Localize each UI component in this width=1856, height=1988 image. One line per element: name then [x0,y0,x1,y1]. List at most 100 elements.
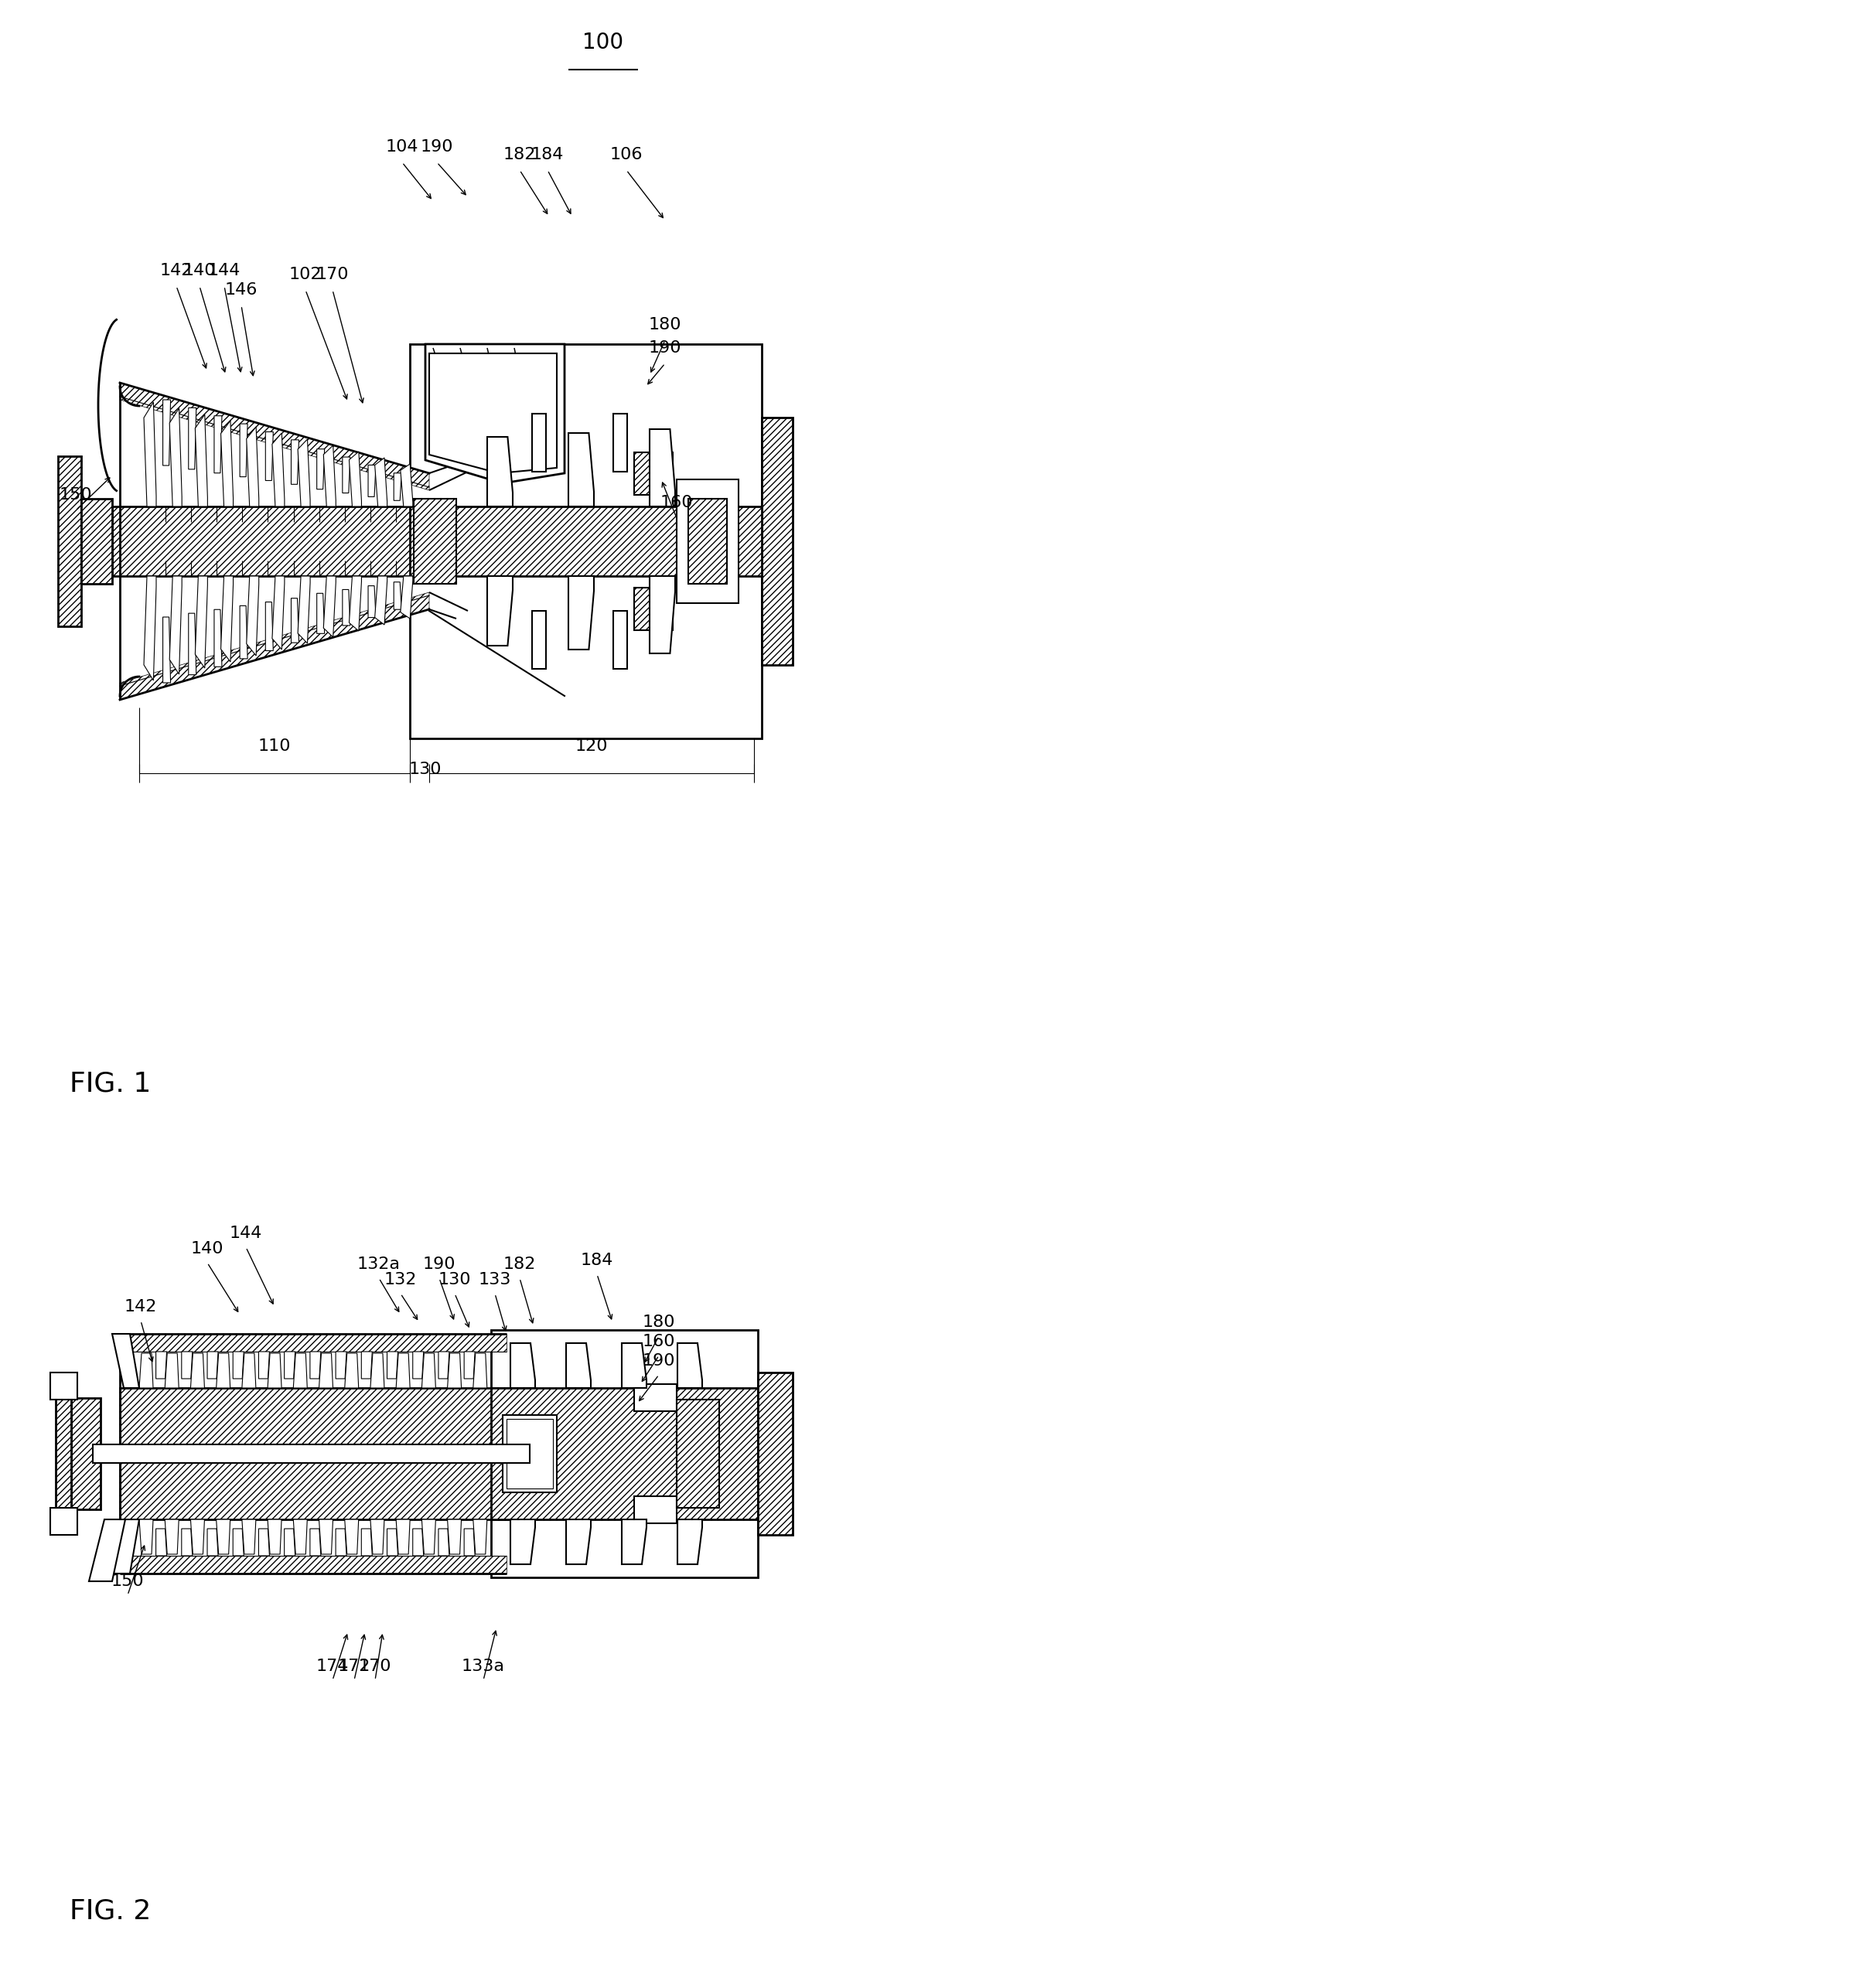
Polygon shape [395,1519,410,1555]
Text: 144: 144 [208,262,241,278]
Polygon shape [213,415,223,473]
Polygon shape [622,1519,646,1565]
Polygon shape [111,1519,139,1574]
Polygon shape [375,457,388,507]
Polygon shape [317,449,325,489]
Text: FIG. 2: FIG. 2 [71,1899,150,1924]
Polygon shape [241,1519,256,1555]
Text: 180: 180 [642,1314,676,1330]
Bar [507,1419,553,1489]
Polygon shape [213,610,223,666]
Bar [56,1380,71,1527]
Polygon shape [217,1519,230,1555]
Polygon shape [163,616,171,682]
Polygon shape [145,402,156,507]
Polygon shape [323,577,336,636]
Text: 102: 102 [290,266,321,282]
Polygon shape [349,577,362,630]
Bar [503,1415,557,1493]
Polygon shape [165,1519,178,1555]
Polygon shape [622,1344,646,1388]
Text: 133: 133 [479,1272,510,1288]
Polygon shape [169,577,182,674]
Polygon shape [221,421,234,507]
Polygon shape [121,384,429,491]
Bar [689,499,728,584]
Polygon shape [421,1519,436,1555]
Polygon shape [533,414,546,471]
Text: 100: 100 [583,32,624,54]
Text: 132a: 132a [358,1256,401,1272]
Polygon shape [345,1354,358,1388]
Polygon shape [323,445,336,507]
Polygon shape [464,1529,475,1557]
Bar [121,1388,510,1519]
Polygon shape [566,1519,590,1565]
Text: 130: 130 [438,1272,471,1288]
Text: 132: 132 [384,1272,418,1288]
Polygon shape [189,408,197,469]
Text: 140: 140 [184,262,215,278]
Polygon shape [429,354,557,473]
Bar [111,507,432,577]
Text: 104: 104 [386,139,419,155]
Polygon shape [195,577,208,668]
Polygon shape [217,1354,230,1388]
Bar [635,453,672,495]
Polygon shape [568,577,594,650]
Text: 174: 174 [316,1658,349,1674]
Bar [635,1384,677,1411]
Polygon shape [362,1352,373,1380]
Polygon shape [349,451,362,507]
Polygon shape [310,1352,321,1380]
Text: 130: 130 [408,761,442,777]
Polygon shape [121,592,429,700]
Polygon shape [291,598,299,642]
Text: 172: 172 [338,1658,371,1674]
Polygon shape [195,414,208,507]
Polygon shape [317,592,325,634]
Polygon shape [234,1352,243,1380]
Text: 150: 150 [59,487,93,503]
Polygon shape [234,1529,243,1557]
Polygon shape [447,1519,462,1555]
Polygon shape [336,1352,347,1380]
Polygon shape [310,1529,321,1557]
Polygon shape [612,610,627,668]
Bar [635,588,672,630]
Polygon shape [438,1352,449,1380]
Polygon shape [486,437,512,507]
Polygon shape [111,1334,139,1388]
Bar [492,1388,757,1519]
Polygon shape [393,473,401,501]
Text: 144: 144 [230,1225,262,1241]
Bar [677,1400,720,1507]
Polygon shape [239,606,247,658]
Polygon shape [395,1354,410,1388]
Polygon shape [169,408,182,507]
Polygon shape [121,1557,507,1574]
Polygon shape [421,1354,436,1388]
Polygon shape [258,1529,269,1557]
Polygon shape [447,1354,462,1388]
Polygon shape [336,1529,347,1557]
Polygon shape [388,1352,397,1380]
Text: 182: 182 [503,147,536,163]
Polygon shape [265,602,273,650]
Polygon shape [156,1529,167,1557]
Text: 184: 184 [581,1252,612,1268]
Polygon shape [241,1354,256,1388]
Polygon shape [510,1344,535,1388]
Bar [761,417,793,666]
Polygon shape [267,1354,282,1388]
Bar [635,1497,677,1523]
Text: 184: 184 [531,147,564,163]
Text: 160: 160 [661,495,692,511]
Polygon shape [612,414,627,471]
Polygon shape [650,429,676,507]
Polygon shape [273,433,284,507]
Text: 140: 140 [191,1241,225,1256]
Polygon shape [362,1529,373,1557]
Polygon shape [425,344,564,483]
Text: 133a: 133a [462,1658,505,1674]
